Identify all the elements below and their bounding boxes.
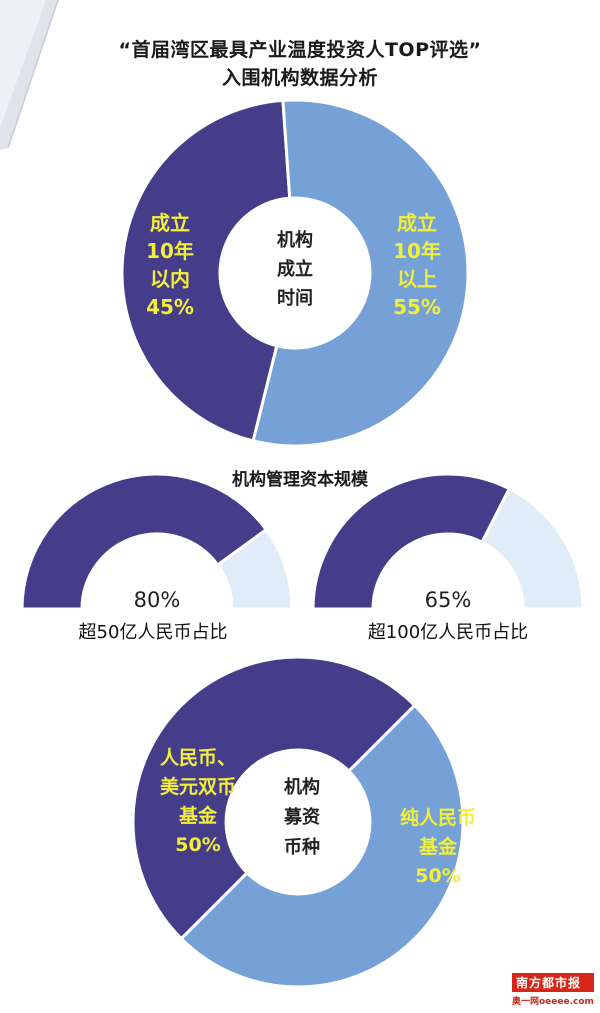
center-label-time-0: 机构 xyxy=(277,229,313,251)
label-dual-currency-1: 美元双币 xyxy=(160,775,236,798)
label-dual-currency-2: 基金 xyxy=(178,804,218,827)
slice-dual-currency xyxy=(131,655,417,941)
center-label-time-1: 成立 xyxy=(277,258,313,280)
capital-scale-title: 机构管理资本规模 xyxy=(232,470,368,490)
label-within-10y-1: 10年 xyxy=(146,239,194,263)
slice-rmb-only xyxy=(179,703,465,989)
center-label-time-2: 时间 xyxy=(277,288,313,309)
label-rmb-only-0: 纯人民币 xyxy=(400,806,476,829)
gauge-over-50b-rest xyxy=(215,527,294,611)
label-over-10y-2: 以上 xyxy=(397,267,437,291)
gauge-over-50b-filled xyxy=(20,472,269,611)
donut-2-caption: 超100亿人民币占比 xyxy=(367,622,529,643)
label-within-10y-2: 以内 xyxy=(150,267,190,291)
slice-over-10y xyxy=(251,98,470,448)
gauge-over-100b-filled xyxy=(311,472,512,611)
label-within-10y-0: 成立 xyxy=(150,211,190,235)
logo-brand: 南方都市报 xyxy=(512,973,594,992)
center-label-currency-1: 募资 xyxy=(283,806,320,828)
donut-1-value: 80% xyxy=(133,588,181,612)
donut-1-caption: 超50亿人民币占比 xyxy=(78,622,228,643)
label-over-10y-0: 成立 xyxy=(397,211,437,235)
slice-within-10y xyxy=(120,98,292,443)
paper-corner-decoration xyxy=(0,0,59,150)
gauge-over-100b-rest xyxy=(480,486,585,611)
center-label-currency-0: 机构 xyxy=(284,776,320,798)
title-line-1: “首届湾区最具产业温度投资人TOP评选” xyxy=(118,39,482,61)
label-dual-currency-0: 人民币、 xyxy=(160,747,236,769)
label-dual-currency-3: 50% xyxy=(175,834,220,856)
donut-2-value: 65% xyxy=(424,588,472,612)
label-over-10y-1: 10年 xyxy=(393,239,441,263)
logo-site: 奥一网oeeee.com xyxy=(512,997,594,1007)
label-within-10y-3: 45% xyxy=(146,295,194,319)
newspaper-logo: 南方都市报 奥一网oeeee.com xyxy=(512,973,594,1007)
label-rmb-only-2: 50% xyxy=(415,865,460,887)
label-rmb-only-1: 基金 xyxy=(418,835,458,858)
label-over-10y-3: 55% xyxy=(393,295,441,319)
title-line-2: 入围机构数据分析 xyxy=(221,67,378,89)
center-label-currency-2: 币种 xyxy=(284,836,320,858)
